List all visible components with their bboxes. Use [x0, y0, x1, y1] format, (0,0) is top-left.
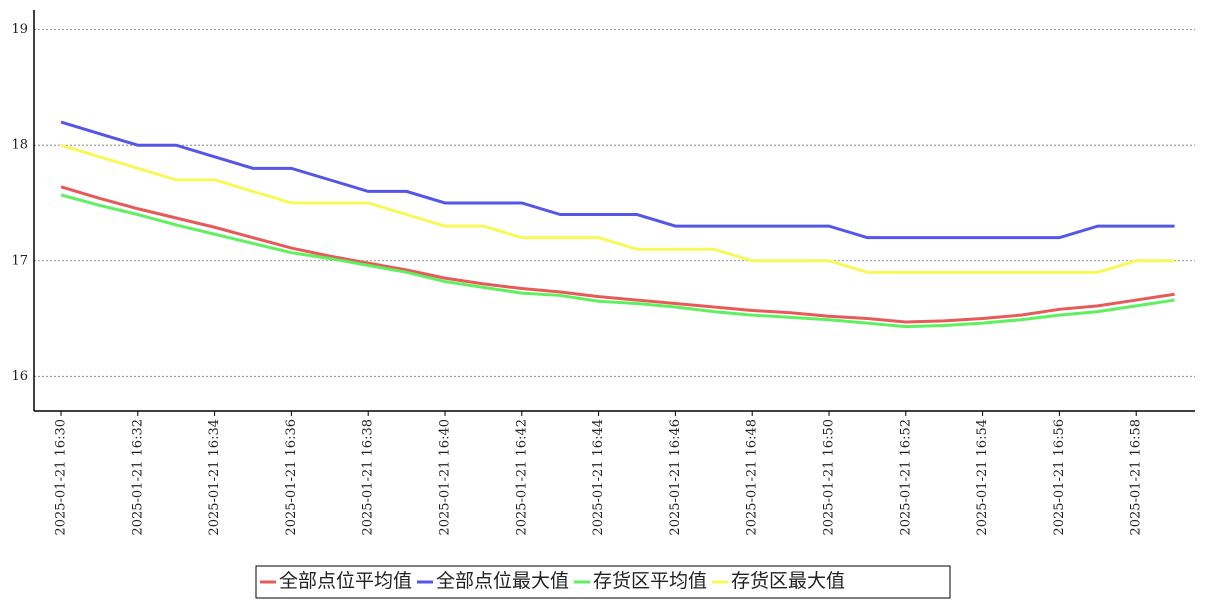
y-tick-label: 17 — [11, 253, 28, 268]
series-line — [60, 185, 1175, 324]
grid: 16 17 18 19 2025-01-21 16:30 2025-01-21 16:32… — [11, 22, 1195, 536]
legend: 全部点位平均值 全部点位最大值 存货区平均值 存货区最大值 — [260, 570, 845, 592]
x-tick-label: 2025-01-21 16:40 — [438, 419, 453, 536]
x-tick-label: 2025-01-21 16:52 — [898, 419, 913, 536]
x-tick-label: 2025-01-21 16:56 — [1052, 419, 1067, 536]
x-tick-label: 2025-01-21 16:42 — [514, 419, 529, 536]
series-line — [60, 143, 1175, 274]
lines — [60, 120, 1175, 329]
x-tick-label: 2025-01-21 16:36 — [284, 419, 299, 536]
y-tick-label: 18 — [11, 138, 28, 153]
y-tick-label: 16 — [11, 369, 28, 384]
legend-box — [255, 565, 951, 599]
legend-label: 存货区最大值 — [731, 570, 845, 592]
x-tick-label: 2025-01-21 16:46 — [668, 419, 683, 536]
legend-label: 全部点位平均值 — [279, 570, 412, 592]
x-tick-label: 2025-01-21 16:54 — [975, 419, 990, 536]
x-tick-label: 2025-01-21 16:32 — [130, 419, 145, 536]
x-tick-label: 2025-01-21 16:50 — [822, 419, 837, 536]
series-line — [60, 120, 1175, 240]
x-tick-label: 2025-01-21 16:44 — [591, 419, 606, 536]
y-tick-label: 19 — [11, 22, 28, 37]
x-tick-label: 2025-01-21 16:58 — [1129, 419, 1144, 536]
x-tick-label: 2025-01-21 16:30 — [54, 419, 69, 536]
x-tick-label: 2025-01-21 16:34 — [207, 419, 222, 536]
legend-label: 存货区平均值 — [593, 570, 707, 592]
legend-label: 全部点位最大值 — [436, 570, 569, 592]
x-tick-label: 2025-01-21 16:48 — [745, 419, 760, 536]
series-line — [60, 193, 1175, 329]
x-tick-label: 2025-01-21 16:38 — [361, 419, 376, 536]
